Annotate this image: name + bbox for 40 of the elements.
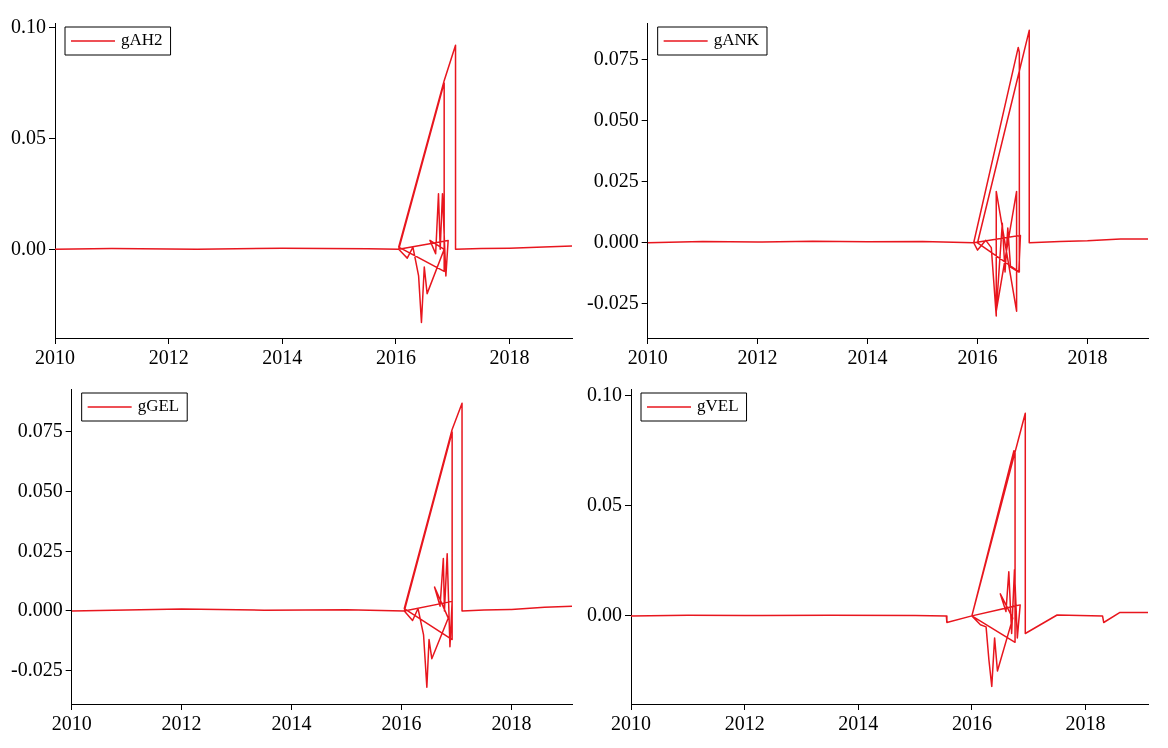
y-tick-label: -0.025	[10, 657, 63, 680]
y-tick-label: 0.075	[593, 46, 639, 69]
x-tick-label: 2014	[838, 712, 879, 735]
y-tick-label: 0.05	[587, 493, 622, 515]
x-tick-label: 2012	[148, 346, 189, 369]
y-tick-label: 0.050	[593, 107, 639, 130]
legend-label: gGEL	[137, 396, 180, 416]
y-tick-label: 0.10	[11, 14, 46, 37]
x-tick-label: 2018	[1067, 346, 1108, 369]
y-tick-label: 0.075	[17, 419, 63, 442]
legend-label: gAH2	[121, 30, 163, 50]
x-tick-label: 2018	[489, 346, 530, 369]
y-tick-label: 0.000	[593, 230, 639, 253]
x-tick-label: 2010	[611, 712, 651, 735]
x-tick-label: 2010	[627, 346, 668, 369]
y-tick-label: 0.000	[17, 598, 63, 621]
x-tick-label: 2016	[951, 712, 992, 735]
x-tick-label: 2016	[375, 346, 416, 369]
y-tick-label: 0.00	[587, 603, 622, 626]
y-tick-label: 0.025	[593, 168, 639, 191]
x-tick-label: 2010	[35, 346, 75, 369]
x-tick-label: 2014	[847, 346, 888, 369]
y-tick-label: 0.00	[11, 236, 46, 259]
y-tick-label: 0.05	[11, 125, 46, 148]
y-tick-label: 0.025	[17, 538, 63, 561]
y-tick-label: -0.025	[586, 291, 639, 314]
x-tick-label: 2016	[957, 346, 998, 369]
x-tick-label: 2012	[724, 712, 765, 735]
x-tick-label: 2014	[271, 712, 312, 735]
legend-label: gANK	[713, 30, 760, 50]
x-tick-label: 2014	[262, 346, 303, 369]
legend-label: gVEL	[697, 396, 739, 416]
x-tick-label: 2016	[381, 712, 422, 735]
x-tick-label: 2012	[161, 712, 202, 735]
x-tick-label: 2012	[737, 346, 778, 369]
y-tick-label: 0.050	[17, 478, 63, 501]
y-tick-label: 0.10	[587, 382, 622, 405]
x-tick-label: 2018	[1065, 712, 1106, 735]
x-tick-label: 2010	[51, 712, 92, 735]
x-tick-label: 2018	[491, 712, 532, 735]
